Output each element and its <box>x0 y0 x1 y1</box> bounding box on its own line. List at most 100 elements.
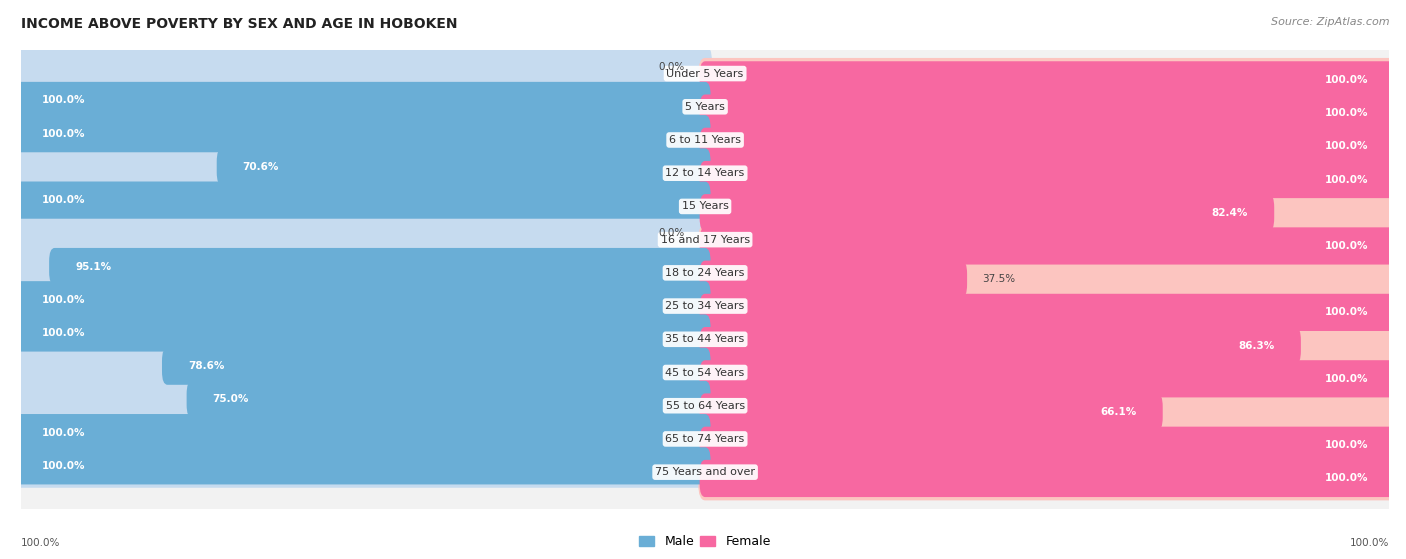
FancyBboxPatch shape <box>15 115 710 152</box>
FancyBboxPatch shape <box>14 79 711 122</box>
FancyBboxPatch shape <box>14 344 711 388</box>
Text: 100.0%: 100.0% <box>1324 374 1368 384</box>
FancyBboxPatch shape <box>10 67 1400 146</box>
Text: 75.0%: 75.0% <box>212 395 249 404</box>
FancyBboxPatch shape <box>10 167 1400 246</box>
FancyBboxPatch shape <box>49 248 710 285</box>
FancyBboxPatch shape <box>699 423 1396 467</box>
FancyBboxPatch shape <box>10 400 1400 479</box>
FancyBboxPatch shape <box>700 460 1395 497</box>
Text: 100.0%: 100.0% <box>1324 241 1368 251</box>
FancyBboxPatch shape <box>700 427 1395 464</box>
Text: 100.0%: 100.0% <box>42 428 86 438</box>
Text: 12 to 14 Years: 12 to 14 Years <box>665 168 745 178</box>
FancyBboxPatch shape <box>10 101 1400 179</box>
Text: 100.0%: 100.0% <box>21 538 60 548</box>
Text: 100.0%: 100.0% <box>1324 141 1368 151</box>
FancyBboxPatch shape <box>700 61 1395 98</box>
Text: 100.0%: 100.0% <box>42 461 86 471</box>
Text: 45 to 54 Years: 45 to 54 Years <box>665 367 745 377</box>
FancyBboxPatch shape <box>700 360 1395 397</box>
Text: 100.0%: 100.0% <box>42 129 86 139</box>
FancyBboxPatch shape <box>700 394 1163 430</box>
Text: 55 to 64 Years: 55 to 64 Years <box>665 401 745 411</box>
Text: Under 5 Years: Under 5 Years <box>666 69 744 79</box>
Text: 100.0%: 100.0% <box>1324 473 1368 484</box>
FancyBboxPatch shape <box>14 411 711 454</box>
FancyBboxPatch shape <box>14 178 711 222</box>
Text: 100.0%: 100.0% <box>42 96 86 106</box>
FancyBboxPatch shape <box>700 127 1395 165</box>
Text: 66.1%: 66.1% <box>1101 407 1136 417</box>
FancyBboxPatch shape <box>699 324 1396 367</box>
FancyBboxPatch shape <box>14 311 711 355</box>
FancyBboxPatch shape <box>10 267 1400 345</box>
Text: 100.0%: 100.0% <box>1324 108 1368 118</box>
Text: 78.6%: 78.6% <box>188 361 225 371</box>
FancyBboxPatch shape <box>699 257 1396 301</box>
Text: 35 to 44 Years: 35 to 44 Years <box>665 334 745 344</box>
FancyBboxPatch shape <box>14 245 711 288</box>
FancyBboxPatch shape <box>699 390 1396 434</box>
FancyBboxPatch shape <box>15 182 710 219</box>
FancyBboxPatch shape <box>10 433 1400 511</box>
Text: 6 to 11 Years: 6 to 11 Years <box>669 135 741 145</box>
FancyBboxPatch shape <box>14 278 711 321</box>
Text: 100.0%: 100.0% <box>1324 75 1368 85</box>
FancyBboxPatch shape <box>10 134 1400 213</box>
Text: 95.1%: 95.1% <box>75 262 111 272</box>
Text: 0.0%: 0.0% <box>658 62 685 72</box>
Text: 100.0%: 100.0% <box>42 328 86 338</box>
Text: 65 to 74 Years: 65 to 74 Years <box>665 434 745 444</box>
FancyBboxPatch shape <box>15 414 710 451</box>
FancyBboxPatch shape <box>700 94 1395 132</box>
FancyBboxPatch shape <box>699 291 1396 334</box>
FancyBboxPatch shape <box>10 233 1400 312</box>
Text: 100.0%: 100.0% <box>1324 307 1368 318</box>
Text: 5 Years: 5 Years <box>685 102 725 112</box>
FancyBboxPatch shape <box>699 91 1396 135</box>
FancyBboxPatch shape <box>14 112 711 155</box>
FancyBboxPatch shape <box>700 228 1395 264</box>
Text: 100.0%: 100.0% <box>42 295 86 305</box>
FancyBboxPatch shape <box>699 191 1396 235</box>
FancyBboxPatch shape <box>10 366 1400 446</box>
Text: 16 and 17 Years: 16 and 17 Years <box>661 235 749 245</box>
Text: 100.0%: 100.0% <box>42 195 86 205</box>
FancyBboxPatch shape <box>10 34 1400 113</box>
FancyBboxPatch shape <box>699 224 1396 268</box>
Text: 0.0%: 0.0% <box>658 228 685 238</box>
FancyBboxPatch shape <box>700 294 1395 331</box>
Legend: Male, Female: Male, Female <box>640 536 770 548</box>
FancyBboxPatch shape <box>700 194 1274 231</box>
FancyBboxPatch shape <box>162 348 710 385</box>
FancyBboxPatch shape <box>15 314 710 352</box>
FancyBboxPatch shape <box>699 158 1396 201</box>
Text: 75 Years and over: 75 Years and over <box>655 467 755 477</box>
FancyBboxPatch shape <box>14 45 711 89</box>
Text: 82.4%: 82.4% <box>1212 208 1249 218</box>
Text: Source: ZipAtlas.com: Source: ZipAtlas.com <box>1271 17 1389 27</box>
FancyBboxPatch shape <box>217 148 710 186</box>
Text: 37.5%: 37.5% <box>983 274 1015 284</box>
FancyBboxPatch shape <box>10 333 1400 412</box>
Text: 70.6%: 70.6% <box>243 162 278 172</box>
FancyBboxPatch shape <box>700 161 1395 198</box>
FancyBboxPatch shape <box>699 58 1396 102</box>
Text: 100.0%: 100.0% <box>1350 538 1389 548</box>
Text: 100.0%: 100.0% <box>1324 174 1368 184</box>
Text: 86.3%: 86.3% <box>1239 340 1275 350</box>
FancyBboxPatch shape <box>14 444 711 488</box>
FancyBboxPatch shape <box>14 145 711 189</box>
Text: 25 to 34 Years: 25 to 34 Years <box>665 301 745 311</box>
Text: INCOME ABOVE POVERTY BY SEX AND AGE IN HOBOKEN: INCOME ABOVE POVERTY BY SEX AND AGE IN H… <box>21 17 457 31</box>
FancyBboxPatch shape <box>14 377 711 421</box>
Text: 15 Years: 15 Years <box>682 201 728 211</box>
FancyBboxPatch shape <box>699 457 1396 500</box>
FancyBboxPatch shape <box>10 300 1400 379</box>
Text: 18 to 24 Years: 18 to 24 Years <box>665 268 745 278</box>
FancyBboxPatch shape <box>15 82 710 119</box>
FancyBboxPatch shape <box>15 281 710 319</box>
FancyBboxPatch shape <box>15 447 710 485</box>
FancyBboxPatch shape <box>699 357 1396 401</box>
